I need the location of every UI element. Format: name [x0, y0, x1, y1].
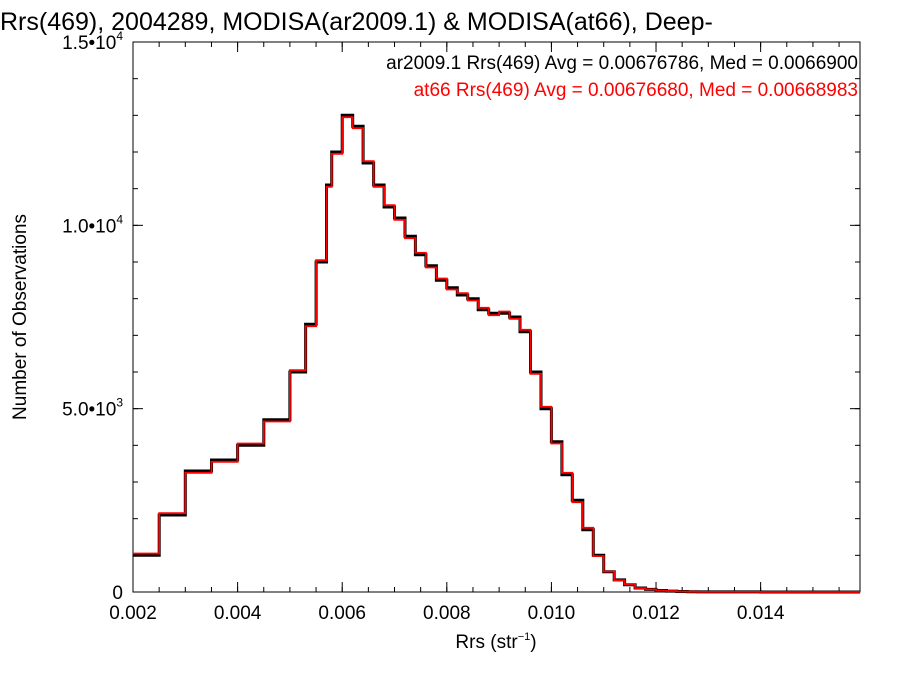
- annotation-ar2009: ar2009.1 Rrs(469) Avg = 0.00676786, Med …: [386, 53, 858, 74]
- plot-series: [133, 113, 860, 594]
- y-tick-exponent: 3: [116, 396, 123, 410]
- x-tick-label: 0.012: [632, 603, 680, 624]
- x-tick-label: 0.004: [214, 603, 262, 624]
- x-axis-label-main: Rrs (str: [455, 632, 518, 653]
- x-tick-label: 0.008: [423, 603, 471, 624]
- y-tick-mantissa: 1.0•10: [62, 216, 116, 237]
- y-tick-mantissa: 1.5•10: [62, 33, 116, 54]
- x-tick-label: 0.010: [528, 603, 576, 624]
- chart-title: Rrs(469), 2004289, MODISA(ar2009.1) & MO…: [0, 8, 713, 36]
- series-at66-line: [133, 116, 860, 593]
- x-axis: 0.002 0.004 0.006 0.008 0.010 0.012 0.014: [109, 42, 840, 624]
- x-tick-label: 0.014: [737, 603, 785, 624]
- y-axis-label: Number of Observations: [10, 214, 31, 420]
- y-tick-exponent: 4: [116, 29, 123, 43]
- y-tick-mantissa: 0: [112, 583, 123, 604]
- x-tick-label: 0.006: [318, 603, 366, 624]
- series-ar2009.1-line: [133, 113, 860, 594]
- y-tick-label: 5.0•103: [62, 396, 123, 421]
- x-axis-label-close: ): [530, 632, 536, 653]
- x-tick-label: 0.002: [109, 603, 157, 624]
- y-tick-mantissa: 5.0•10: [62, 400, 116, 421]
- y-tick-label: 0: [112, 583, 123, 604]
- y-tick-label: 1.0•104: [62, 212, 123, 237]
- plot-frame: [132, 41, 861, 593]
- y-tick-exponent: 4: [116, 212, 123, 226]
- annotation-at66: at66 Rrs(469) Avg = 0.00676680, Med = 0.…: [414, 80, 858, 101]
- y-tick-label: 1.5•104: [62, 29, 123, 54]
- x-axis-label: Rrs (str−1): [455, 631, 536, 653]
- x-axis-label-exponent: −1: [518, 631, 531, 643]
